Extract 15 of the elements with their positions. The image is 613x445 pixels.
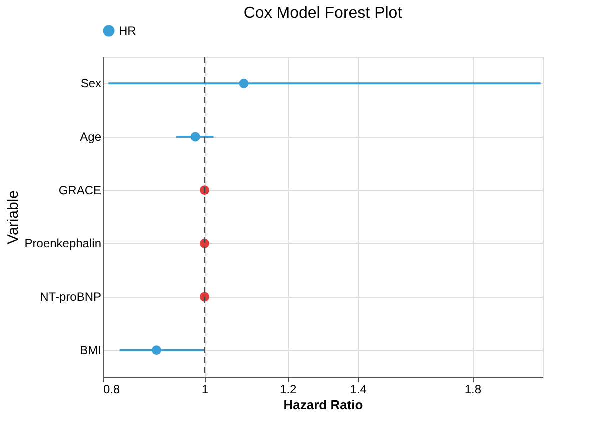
x-axis-title: Hazard Ratio [284,398,364,412]
y-tick-label: GRACE [58,183,102,198]
x-tick-label: 1.8 [464,382,482,396]
y-tick-label: Age [80,130,102,144]
y-tick-label: NT-proBNP [40,290,102,304]
x-tick-label: 1.4 [350,382,368,396]
x-tick-label: 0.8 [104,382,121,396]
y-tick-label: Proenkephalin [24,236,102,251]
y-tick-label: Sex [80,76,102,91]
y-tick-label: BMI [80,343,102,358]
x-tick-label: 1.2 [280,382,298,396]
chart-title: Cox Model Forest Plot [244,5,403,22]
legend-label: HR [119,24,137,38]
y-axis-title: Variable [4,190,22,244]
x-tick-label: 1 [202,382,209,396]
